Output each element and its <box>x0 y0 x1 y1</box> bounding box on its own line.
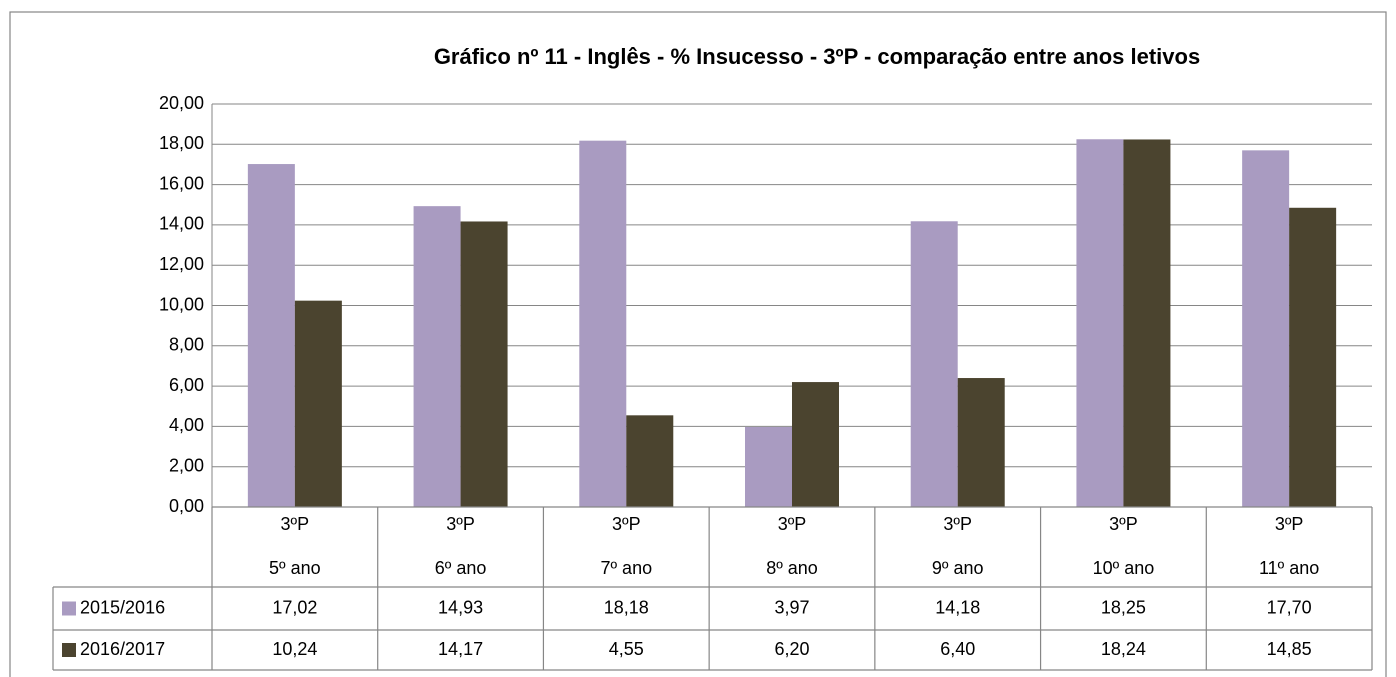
x-tick-label: 5º ano <box>269 558 321 578</box>
table-value: 6,40 <box>940 639 975 659</box>
table-value: 10,24 <box>272 639 317 659</box>
bar <box>413 206 461 507</box>
y-tick-label: 18,00 <box>159 133 204 153</box>
bar <box>1076 139 1124 507</box>
bar <box>792 382 839 507</box>
legend-key <box>62 601 76 616</box>
y-tick-label: 2,00 <box>169 455 204 475</box>
table-value: 17,02 <box>272 597 317 617</box>
bar <box>460 221 508 508</box>
category-group-label: 3ºP <box>778 514 807 534</box>
table-value: 18,18 <box>604 597 649 617</box>
bar <box>910 221 958 507</box>
y-tick-label: 0,00 <box>169 496 204 516</box>
category-group-label: 3ºP <box>446 514 475 534</box>
x-tick-label: 10º ano <box>1093 558 1155 578</box>
y-tick-label: 8,00 <box>169 335 204 355</box>
bar <box>1123 139 1171 508</box>
category-group-label: 3ºP <box>1275 514 1304 534</box>
x-tick-label: 7º ano <box>600 558 652 578</box>
x-tick-label: 11º ano <box>1259 558 1319 578</box>
category-group-label: 3ºP <box>612 514 641 534</box>
category-group-label: 3ºP <box>943 514 972 534</box>
y-tick-label: 4,00 <box>169 415 204 435</box>
bar <box>626 415 674 507</box>
bar <box>745 427 792 507</box>
legend-label: 2016/2017 <box>80 639 165 659</box>
x-tick-label: 8º ano <box>766 558 818 578</box>
x-tick-label: 6º ano <box>435 558 487 578</box>
table-value: 18,25 <box>1101 597 1146 617</box>
category-group-label: 3ºP <box>281 514 310 534</box>
y-tick-label: 20,00 <box>159 93 204 113</box>
table-value: 18,24 <box>1101 639 1146 659</box>
table-value: 6,20 <box>774 639 809 659</box>
table-value: 14,17 <box>438 639 483 659</box>
y-tick-label: 14,00 <box>159 214 204 234</box>
table-value: 3,97 <box>774 597 809 617</box>
table-value: 14,18 <box>935 597 980 617</box>
legend-key <box>62 643 76 657</box>
bar <box>247 164 295 507</box>
bar <box>579 140 627 507</box>
y-tick-label: 12,00 <box>159 254 204 274</box>
bar <box>294 300 342 507</box>
table-value: 14,85 <box>1267 639 1312 659</box>
y-tick-label: 16,00 <box>159 173 204 193</box>
x-tick-label: 9º ano <box>932 558 984 578</box>
bar <box>1289 207 1337 507</box>
y-tick-label: 6,00 <box>169 375 204 395</box>
y-tick-label: 10,00 <box>159 294 204 314</box>
table-value: 17,70 <box>1267 597 1312 617</box>
category-group-label: 3ºP <box>1109 514 1138 534</box>
chart-title: Gráfico nº 11 - Inglês - % Insucesso - 3… <box>434 44 1200 69</box>
bar <box>957 378 1005 507</box>
bar <box>1242 150 1290 507</box>
table-value: 14,93 <box>438 597 483 617</box>
legend-label: 2015/2016 <box>80 597 165 617</box>
table-value: 4,55 <box>609 639 644 659</box>
chart-frame <box>9 11 1387 677</box>
